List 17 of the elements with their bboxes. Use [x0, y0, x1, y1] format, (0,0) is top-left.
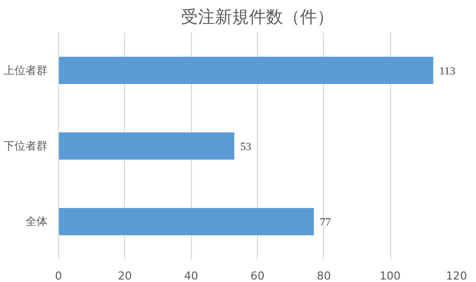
x-tick-label: 60: [250, 270, 264, 282]
y-tick-label: 上位者群: [4, 64, 48, 77]
x-tick-label: 20: [118, 270, 132, 282]
x-tick-label: 0: [55, 270, 62, 282]
x-tick-label: 40: [184, 270, 198, 282]
bar: [58, 208, 314, 236]
bar: [58, 132, 234, 160]
data-label: 53: [240, 141, 252, 153]
chart-title: 受注新規件数（件）: [181, 8, 334, 28]
x-tick-label: 100: [380, 270, 401, 282]
y-tick-label: 下位者群: [4, 140, 48, 152]
x-tick-label: 80: [316, 270, 331, 282]
x-tick-label: 120: [446, 270, 467, 282]
y-tick-label: 全体: [26, 215, 48, 228]
data-label: 77: [320, 216, 332, 229]
bar: [58, 56, 434, 84]
data-label: 113: [439, 65, 456, 78]
